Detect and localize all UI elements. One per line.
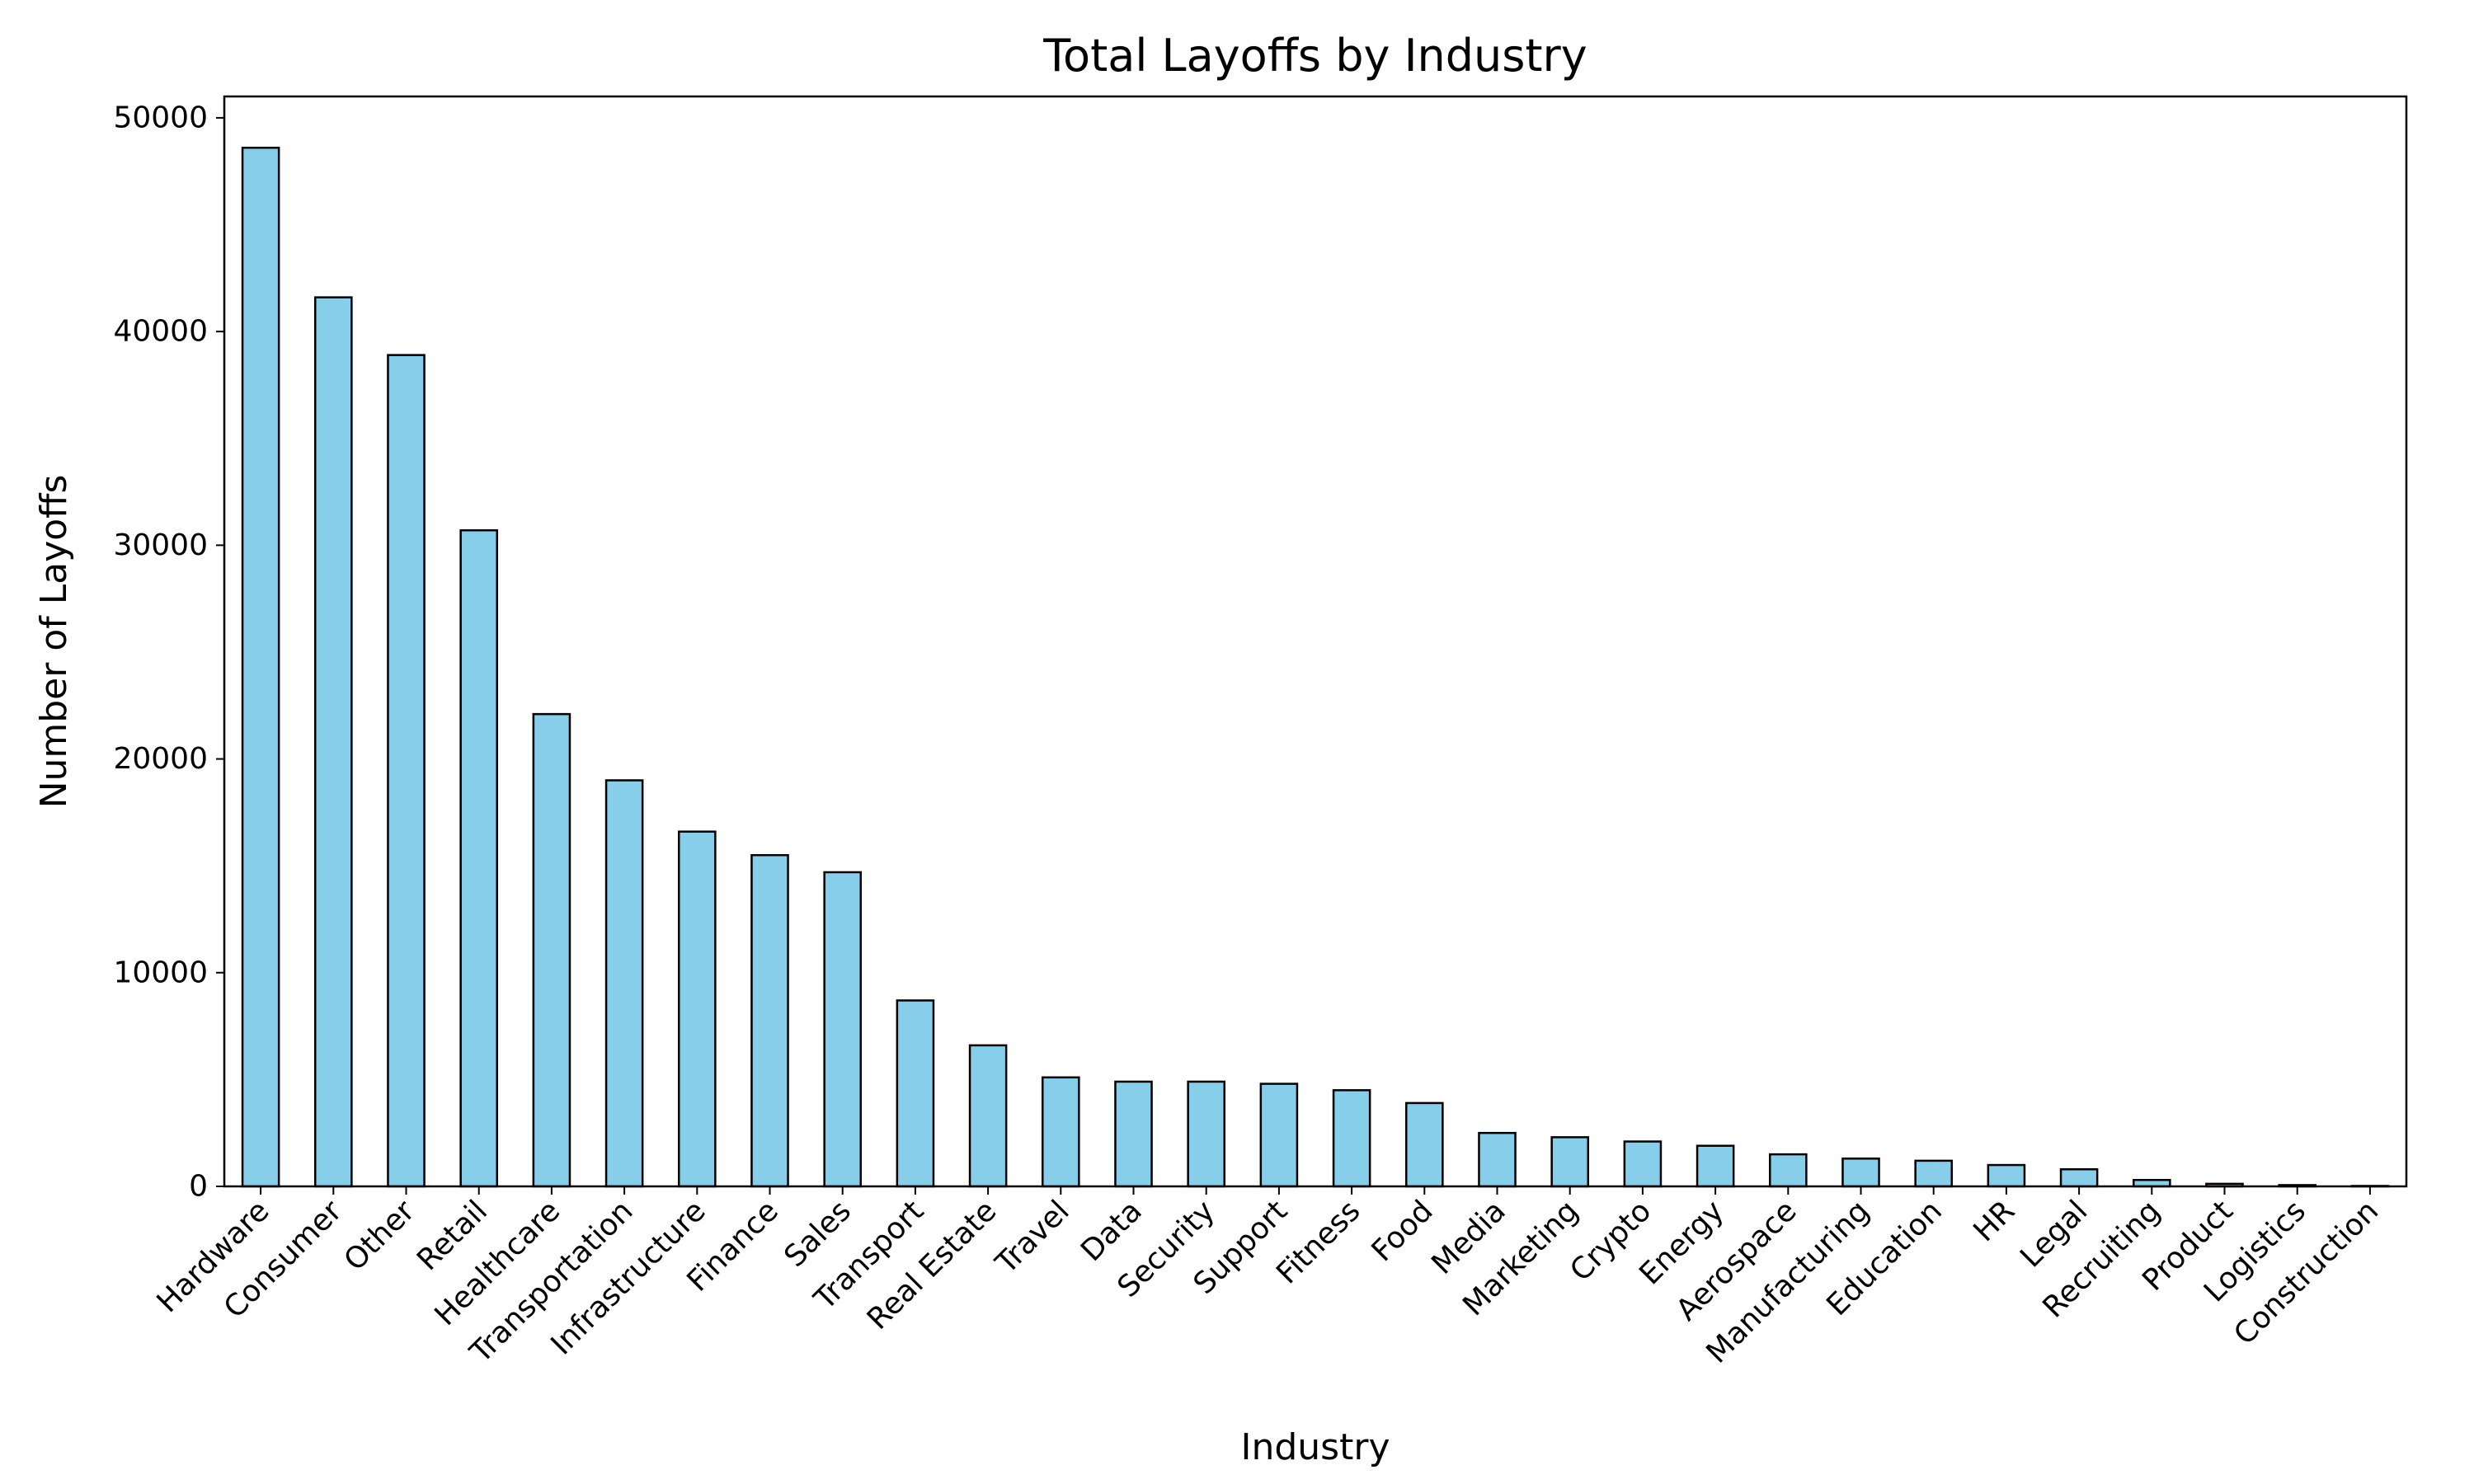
bar-hardware xyxy=(241,146,280,1188)
bar-food xyxy=(1405,1101,1444,1188)
bar-aerospace xyxy=(1769,1153,1808,1188)
bar-data xyxy=(1114,1080,1153,1188)
bar-travel xyxy=(1042,1076,1080,1188)
bar-marketing xyxy=(1550,1136,1590,1188)
y-axis-label: Number of Layoffs xyxy=(33,475,75,809)
bar-real-estate xyxy=(968,1044,1008,1188)
bar-energy xyxy=(1696,1144,1735,1188)
bar-crypto xyxy=(1623,1140,1663,1188)
bar-finance xyxy=(750,853,789,1188)
y-tick-label: 0 xyxy=(189,1170,208,1204)
chart-title: Total Layoffs by Industry xyxy=(1042,30,1587,82)
bar-support xyxy=(1259,1082,1299,1188)
bar-media xyxy=(1478,1131,1517,1188)
y-tick-label: 40000 xyxy=(113,315,208,349)
y-tick-label: 50000 xyxy=(113,101,208,134)
x-tick-label: HR xyxy=(1967,1194,2021,1248)
y-axis: 0 10000 20000 30000 40000 50000 xyxy=(113,101,224,1204)
bar-security xyxy=(1187,1080,1226,1188)
bar-healthcare xyxy=(532,712,571,1188)
x-axis-label: Industry xyxy=(1241,1426,1390,1468)
x-tick-label: Travel xyxy=(989,1194,1075,1280)
bars-layer xyxy=(241,146,2390,1188)
plot-area-frame xyxy=(223,95,2408,1188)
y-tick-label: 30000 xyxy=(113,528,208,562)
bar-hr xyxy=(1987,1163,2026,1188)
bar-fitness xyxy=(1332,1089,1371,1188)
y-tick-label: 20000 xyxy=(113,742,208,776)
bar-other xyxy=(387,354,426,1188)
bar-consumer xyxy=(314,296,353,1188)
x-tick-label: Other xyxy=(338,1194,421,1277)
bar-transport xyxy=(896,999,935,1188)
bar-infrastructure xyxy=(678,830,717,1188)
x-axis: HardwareConsumerOtherRetailHealthcareTra… xyxy=(151,1186,2385,1370)
bar-transportation xyxy=(604,779,644,1188)
x-tick-label: Fitness xyxy=(1270,1194,1366,1290)
bar-manufacturing xyxy=(1841,1158,1880,1188)
y-tick-label: 10000 xyxy=(113,956,208,989)
bar-sales xyxy=(823,871,863,1188)
bar-education xyxy=(1914,1159,1953,1188)
bar-legal xyxy=(2059,1168,2099,1188)
bar-retail xyxy=(459,528,499,1188)
